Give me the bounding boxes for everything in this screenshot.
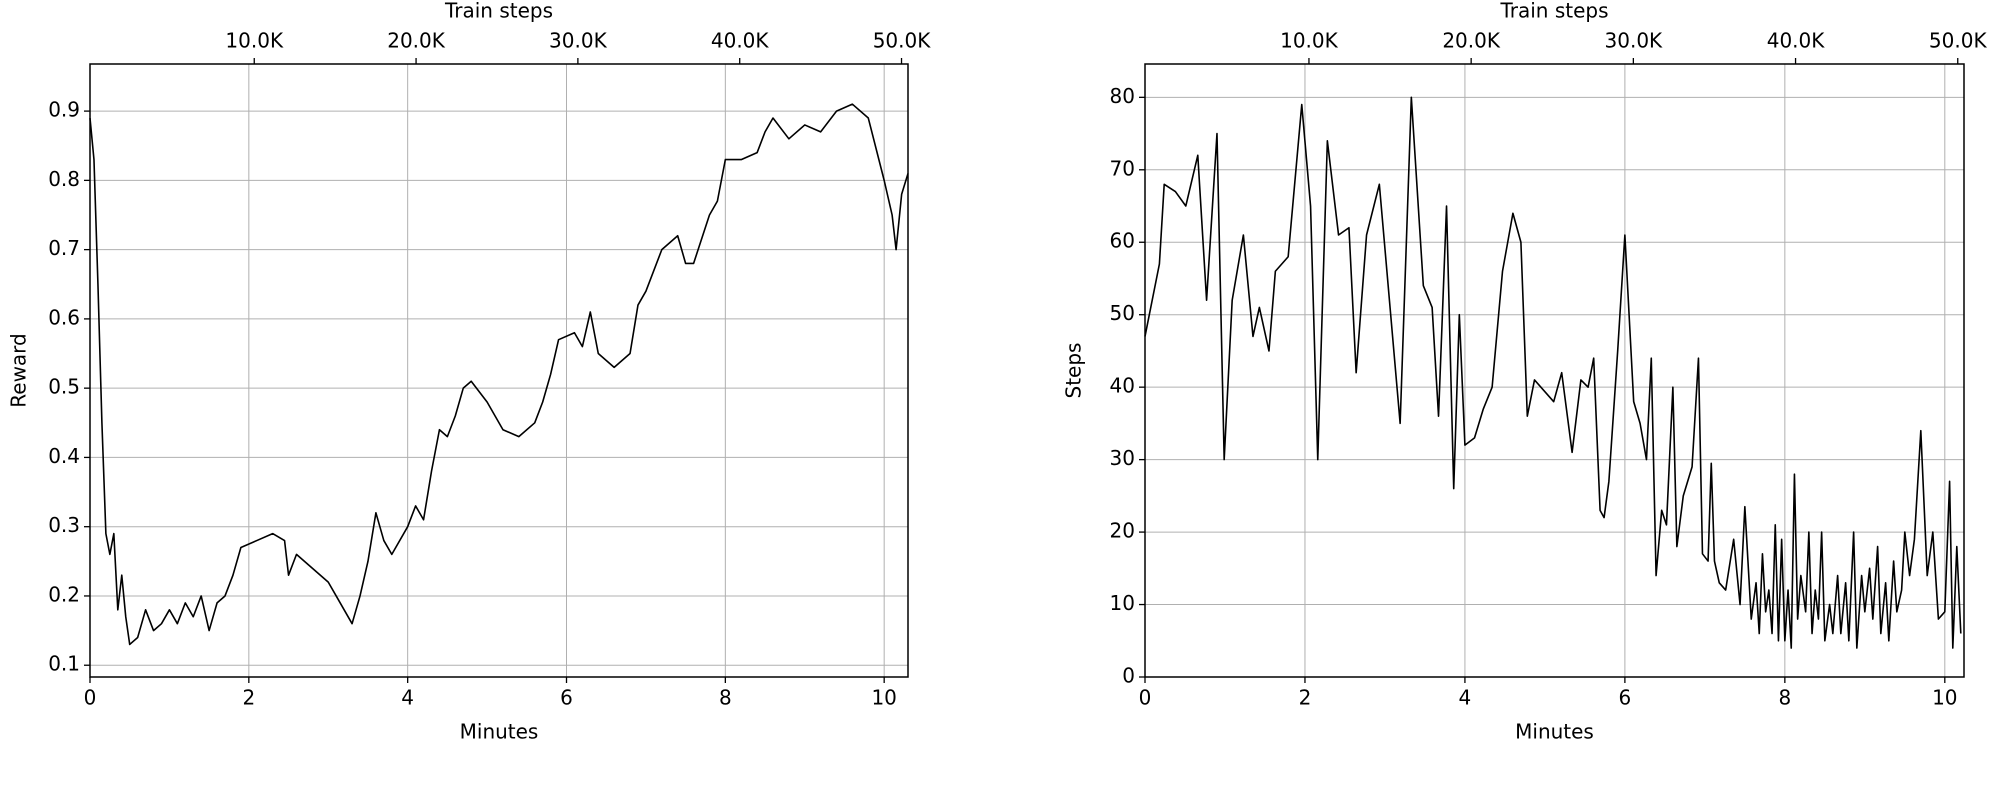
y-tick-label: 80 — [1110, 84, 1135, 108]
data-line — [1144, 96, 1962, 649]
x2-tick-label: 30.0K — [549, 29, 608, 53]
x2-tick-label: 40.0K — [711, 29, 770, 53]
x-tick-label: 4 — [401, 686, 414, 710]
y-tick-label: 40 — [1110, 374, 1135, 398]
x2-tick-label: 20.0K — [1442, 29, 1501, 53]
x-axis-label: Minutes — [460, 720, 539, 744]
y-axis-label: Reward — [7, 333, 31, 407]
y-tick-label: 0 — [1122, 664, 1135, 688]
x-tick-label: 6 — [560, 686, 573, 710]
y-axis-label: Steps — [1062, 343, 1086, 399]
x2-tick-label: 10.0K — [1280, 29, 1339, 53]
y-tick-label: 0.1 — [48, 652, 80, 676]
x-tick-label: 8 — [719, 686, 732, 710]
y-tick-label: 70 — [1110, 156, 1135, 180]
x2-tick-label: 30.0K — [1605, 29, 1664, 53]
x-tick-label: 0 — [1139, 686, 1152, 710]
y-tick-label: 0.8 — [48, 167, 80, 191]
x-tick-label: 8 — [1778, 686, 1791, 710]
y-tick-label: 50 — [1110, 301, 1135, 325]
y-tick-label: 20 — [1110, 519, 1135, 543]
x-tick-label: 0 — [84, 686, 97, 710]
x-tick-label: 2 — [1299, 686, 1312, 710]
x-tick-label: 6 — [1619, 686, 1632, 710]
x-tick-label: 2 — [242, 686, 255, 710]
x-tick-label: 4 — [1459, 686, 1472, 710]
y-tick-label: 30 — [1110, 446, 1135, 470]
y-tick-label: 0.5 — [48, 375, 80, 399]
x-tick-label: 10 — [1932, 686, 1957, 710]
y-tick-label: 10 — [1110, 591, 1135, 615]
x2-tick-label: 20.0K — [387, 29, 446, 53]
x2-tick-label: 50.0K — [873, 29, 932, 53]
y-tick-label: 0.3 — [48, 513, 80, 537]
x2-axis-label: Train steps — [444, 0, 553, 23]
plot-frame — [89, 63, 909, 678]
y-tick-label: 0.2 — [48, 582, 80, 606]
x2-tick-label: 40.0K — [1767, 29, 1826, 53]
x2-tick-label: 50.0K — [1929, 29, 1988, 53]
x2-axis-label: Train steps — [1499, 0, 1608, 23]
data-line — [89, 103, 909, 646]
y-tick-label: 0.6 — [48, 305, 80, 329]
y-tick-label: 0.7 — [48, 236, 80, 260]
y-tick-label: 60 — [1110, 229, 1135, 253]
x-tick-label: 10 — [871, 686, 896, 710]
y-tick-label: 0.9 — [48, 98, 80, 122]
x2-tick-label: 10.0K — [225, 29, 284, 53]
plot-frame — [1144, 63, 1965, 678]
x-axis-label: Minutes — [1515, 720, 1594, 744]
y-tick-label: 0.4 — [48, 444, 80, 468]
